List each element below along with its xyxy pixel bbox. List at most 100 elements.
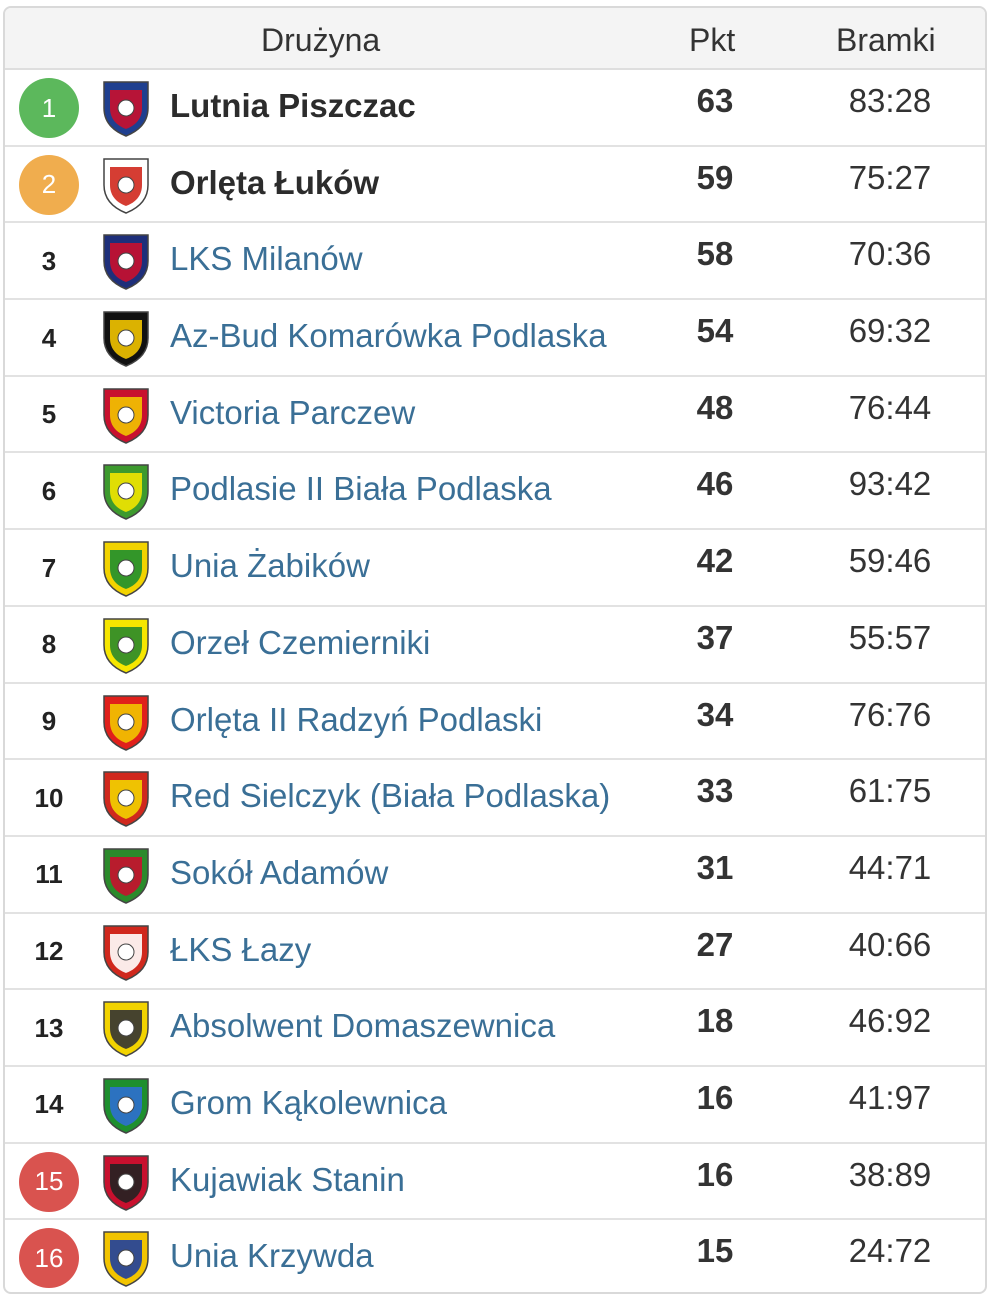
table-row[interactable]: 2 Orlęta Łuków 59 75:27: [5, 147, 985, 224]
team-name-link[interactable]: Absolwent Domaszewnica: [170, 1007, 556, 1045]
position-number: 5: [41, 399, 57, 430]
points-value: 27: [696, 925, 734, 963]
team-name-link[interactable]: ŁKS Łazy: [170, 930, 312, 968]
position-number: 7: [41, 552, 57, 583]
table-row[interactable]: 11 Sokół Adamów 31 44:71: [5, 837, 985, 914]
goals-value: 59:46: [848, 542, 932, 580]
table-row[interactable]: 12 ŁKS Łazy 27 40:66: [5, 914, 985, 991]
goals-value: 83:28: [848, 82, 932, 119]
table-row[interactable]: 13 Absolwent Domaszewnica 18 46:92: [5, 990, 985, 1067]
goals-value: 41:97: [848, 1078, 932, 1116]
position-badge: 15: [19, 1151, 79, 1212]
goals-value: 76:44: [848, 388, 932, 426]
points-value: 48: [696, 388, 734, 426]
table-row[interactable]: 7 Unia Żabików 42 59:46: [5, 530, 985, 607]
points-value: 33: [696, 772, 734, 810]
position-number: 3: [41, 245, 57, 276]
team-name-link[interactable]: Kujawiak Stanin: [170, 1160, 405, 1198]
grom-crest-icon: [98, 1075, 154, 1135]
position-badge: 2: [19, 154, 79, 215]
team-name-link[interactable]: Az-Bud Komarówka Podlaska: [170, 317, 607, 355]
table-row[interactable]: 4 Az-Bud Komarówka Podlaska 54 69:32: [5, 300, 985, 377]
team-name-link[interactable]: Lutnia Piszczac: [170, 87, 416, 124]
team-column-header[interactable]: Drużyna: [261, 22, 381, 58]
team-name-link[interactable]: Unia Krzywda: [170, 1237, 374, 1275]
points-value: 37: [696, 618, 734, 656]
team-name-link[interactable]: Sokół Adamów: [170, 853, 389, 891]
team-name-link[interactable]: Orzeł Czemierniki: [170, 623, 431, 661]
points-value: 59: [696, 158, 734, 196]
table-header: Drużyna Pkt Bramki: [5, 8, 985, 70]
victoria-crest-icon: [98, 385, 154, 445]
position-number: 12: [34, 936, 64, 967]
red-sielczyk-crest-icon: [98, 768, 154, 828]
goals-value: 93:42: [848, 465, 932, 503]
table-row[interactable]: 6 Podlasie II Biała Podlaska 46 93:42: [5, 453, 985, 531]
points-value: 15: [696, 1232, 734, 1270]
points-value: 34: [696, 695, 734, 733]
position-number: 4: [41, 322, 57, 353]
kujawiak-crest-icon: [98, 1152, 154, 1212]
standings-table: Drużyna Pkt Bramki 1 Lutnia Piszczac 63 83:…: [3, 6, 987, 1294]
points-value: 16: [696, 1155, 734, 1193]
podlasie-crest-icon: [98, 461, 154, 521]
table-row[interactable]: 15 Kujawiak Stanin 16 38:89: [5, 1144, 985, 1221]
goals-value: 75:27: [848, 158, 932, 196]
position-number: 11: [35, 859, 63, 890]
table-row[interactable]: 14 Grom Kąkolewnica 16 41:97: [5, 1067, 985, 1144]
lks-milanow-crest-icon: [98, 231, 154, 291]
points-column-header[interactable]: Pkt: [689, 22, 736, 58]
table-body: 1 Lutnia Piszczac 63 83:28 2 Orlęta Łuków 59 75…: [5, 70, 985, 1292]
points-value: 63: [696, 82, 734, 119]
position-badge: 16: [19, 1228, 79, 1289]
team-name-link[interactable]: LKS Milanów: [170, 240, 363, 278]
goals-value: 69:32: [848, 312, 932, 350]
goals-value: 40:66: [848, 925, 932, 963]
table-row[interactable]: 9 Orlęta II Radzyń Podlaski 34 76:76: [5, 684, 985, 761]
points-value: 31: [696, 848, 734, 886]
points-value: 54: [696, 312, 734, 350]
team-name-link[interactable]: Unia Żabików: [170, 547, 370, 585]
goals-column-header[interactable]: Bramki: [836, 22, 936, 58]
team-name-link[interactable]: Orlęta Łuków: [170, 163, 380, 201]
table-row[interactable]: 3 LKS Milanów 58 70:36: [5, 223, 985, 301]
team-name-link[interactable]: Red Sielczyk (Biała Podlaska): [170, 777, 611, 815]
table-row[interactable]: 16 Unia Krzywda 15 24:72: [5, 1220, 985, 1292]
absolwent-crest-icon: [98, 998, 154, 1058]
table-row[interactable]: 10 Red Sielczyk (Biała Podlaska) 33 61:75: [5, 760, 985, 837]
goals-value: 61:75: [848, 772, 932, 810]
points-value: 58: [696, 235, 734, 273]
team-name-link[interactable]: Podlasie II Biała Podlaska: [170, 470, 552, 508]
points-value: 18: [696, 1002, 734, 1040]
position-number: 9: [41, 706, 57, 736]
position-badge: 1: [19, 78, 79, 138]
team-name-link[interactable]: Grom Kąkolewnica: [170, 1083, 447, 1121]
sokol-crest-icon: [98, 845, 154, 905]
orleta-lukow-crest-icon: [98, 155, 154, 215]
team-name-link[interactable]: Orlęta II Radzyń Podlaski: [170, 700, 543, 738]
lutnia-crest-icon: [98, 78, 154, 138]
points-value: 46: [696, 465, 734, 503]
unia-zabikow-crest-icon: [98, 538, 154, 598]
az-bud-crest-icon: [98, 308, 154, 368]
points-value: 42: [696, 542, 734, 580]
table-row[interactable]: 8 Orzeł Czemierniki 37 55:57: [5, 607, 985, 684]
table-row[interactable]: 1 Lutnia Piszczac 63 83:28: [5, 70, 985, 147]
position-number: 6: [41, 475, 57, 506]
orleta-radzyn-crest-icon: [98, 692, 154, 752]
goals-value: 76:76: [848, 695, 932, 733]
goals-value: 38:89: [848, 1155, 932, 1193]
table-row[interactable]: 5 Victoria Parczew 48 76:44: [5, 377, 985, 454]
position-number: 8: [41, 629, 57, 660]
goals-value: 24:72: [848, 1232, 932, 1270]
team-name-link[interactable]: Victoria Parczew: [170, 393, 416, 431]
orzel-crest-icon: [98, 615, 154, 675]
position-number: 13: [34, 1012, 64, 1043]
points-value: 16: [696, 1078, 734, 1116]
position-number: 14: [34, 1089, 64, 1120]
unia-krzywda-crest-icon: [98, 1228, 154, 1288]
goals-value: 55:57: [848, 618, 932, 656]
lks-lazy-crest-icon: [98, 922, 154, 982]
goals-value: 46:92: [848, 1002, 932, 1040]
goals-value: 70:36: [848, 235, 932, 273]
